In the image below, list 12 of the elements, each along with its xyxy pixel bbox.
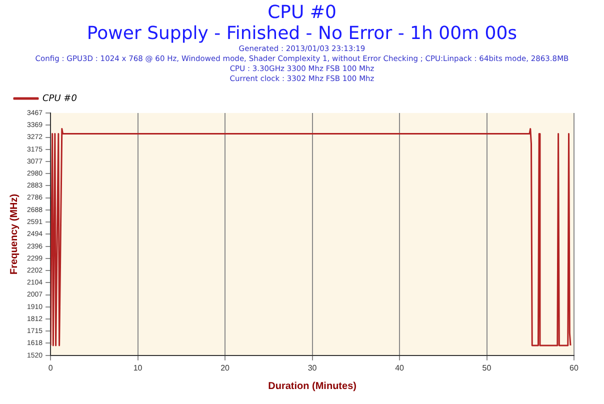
x-tick-label: 40 [395,363,405,372]
x-tick-label: 10 [133,363,143,372]
x-tick-label: 20 [220,363,230,372]
x-tick-label: 30 [308,363,318,372]
x-tick-label: 60 [570,363,579,372]
chart-subtitle: Power Supply - Finished - No Error - 1h 00m 00s [86,23,518,44]
x-axis-title: Duration (Minutes) [268,380,356,392]
chart-title: CPU #0 [266,2,338,23]
y-axis-title: Frequency (MHz) [8,194,20,274]
x-tick-label: 50 [482,363,492,372]
x-tick-label: 0 [48,363,54,372]
legend-label: CPU #0 [42,94,78,104]
